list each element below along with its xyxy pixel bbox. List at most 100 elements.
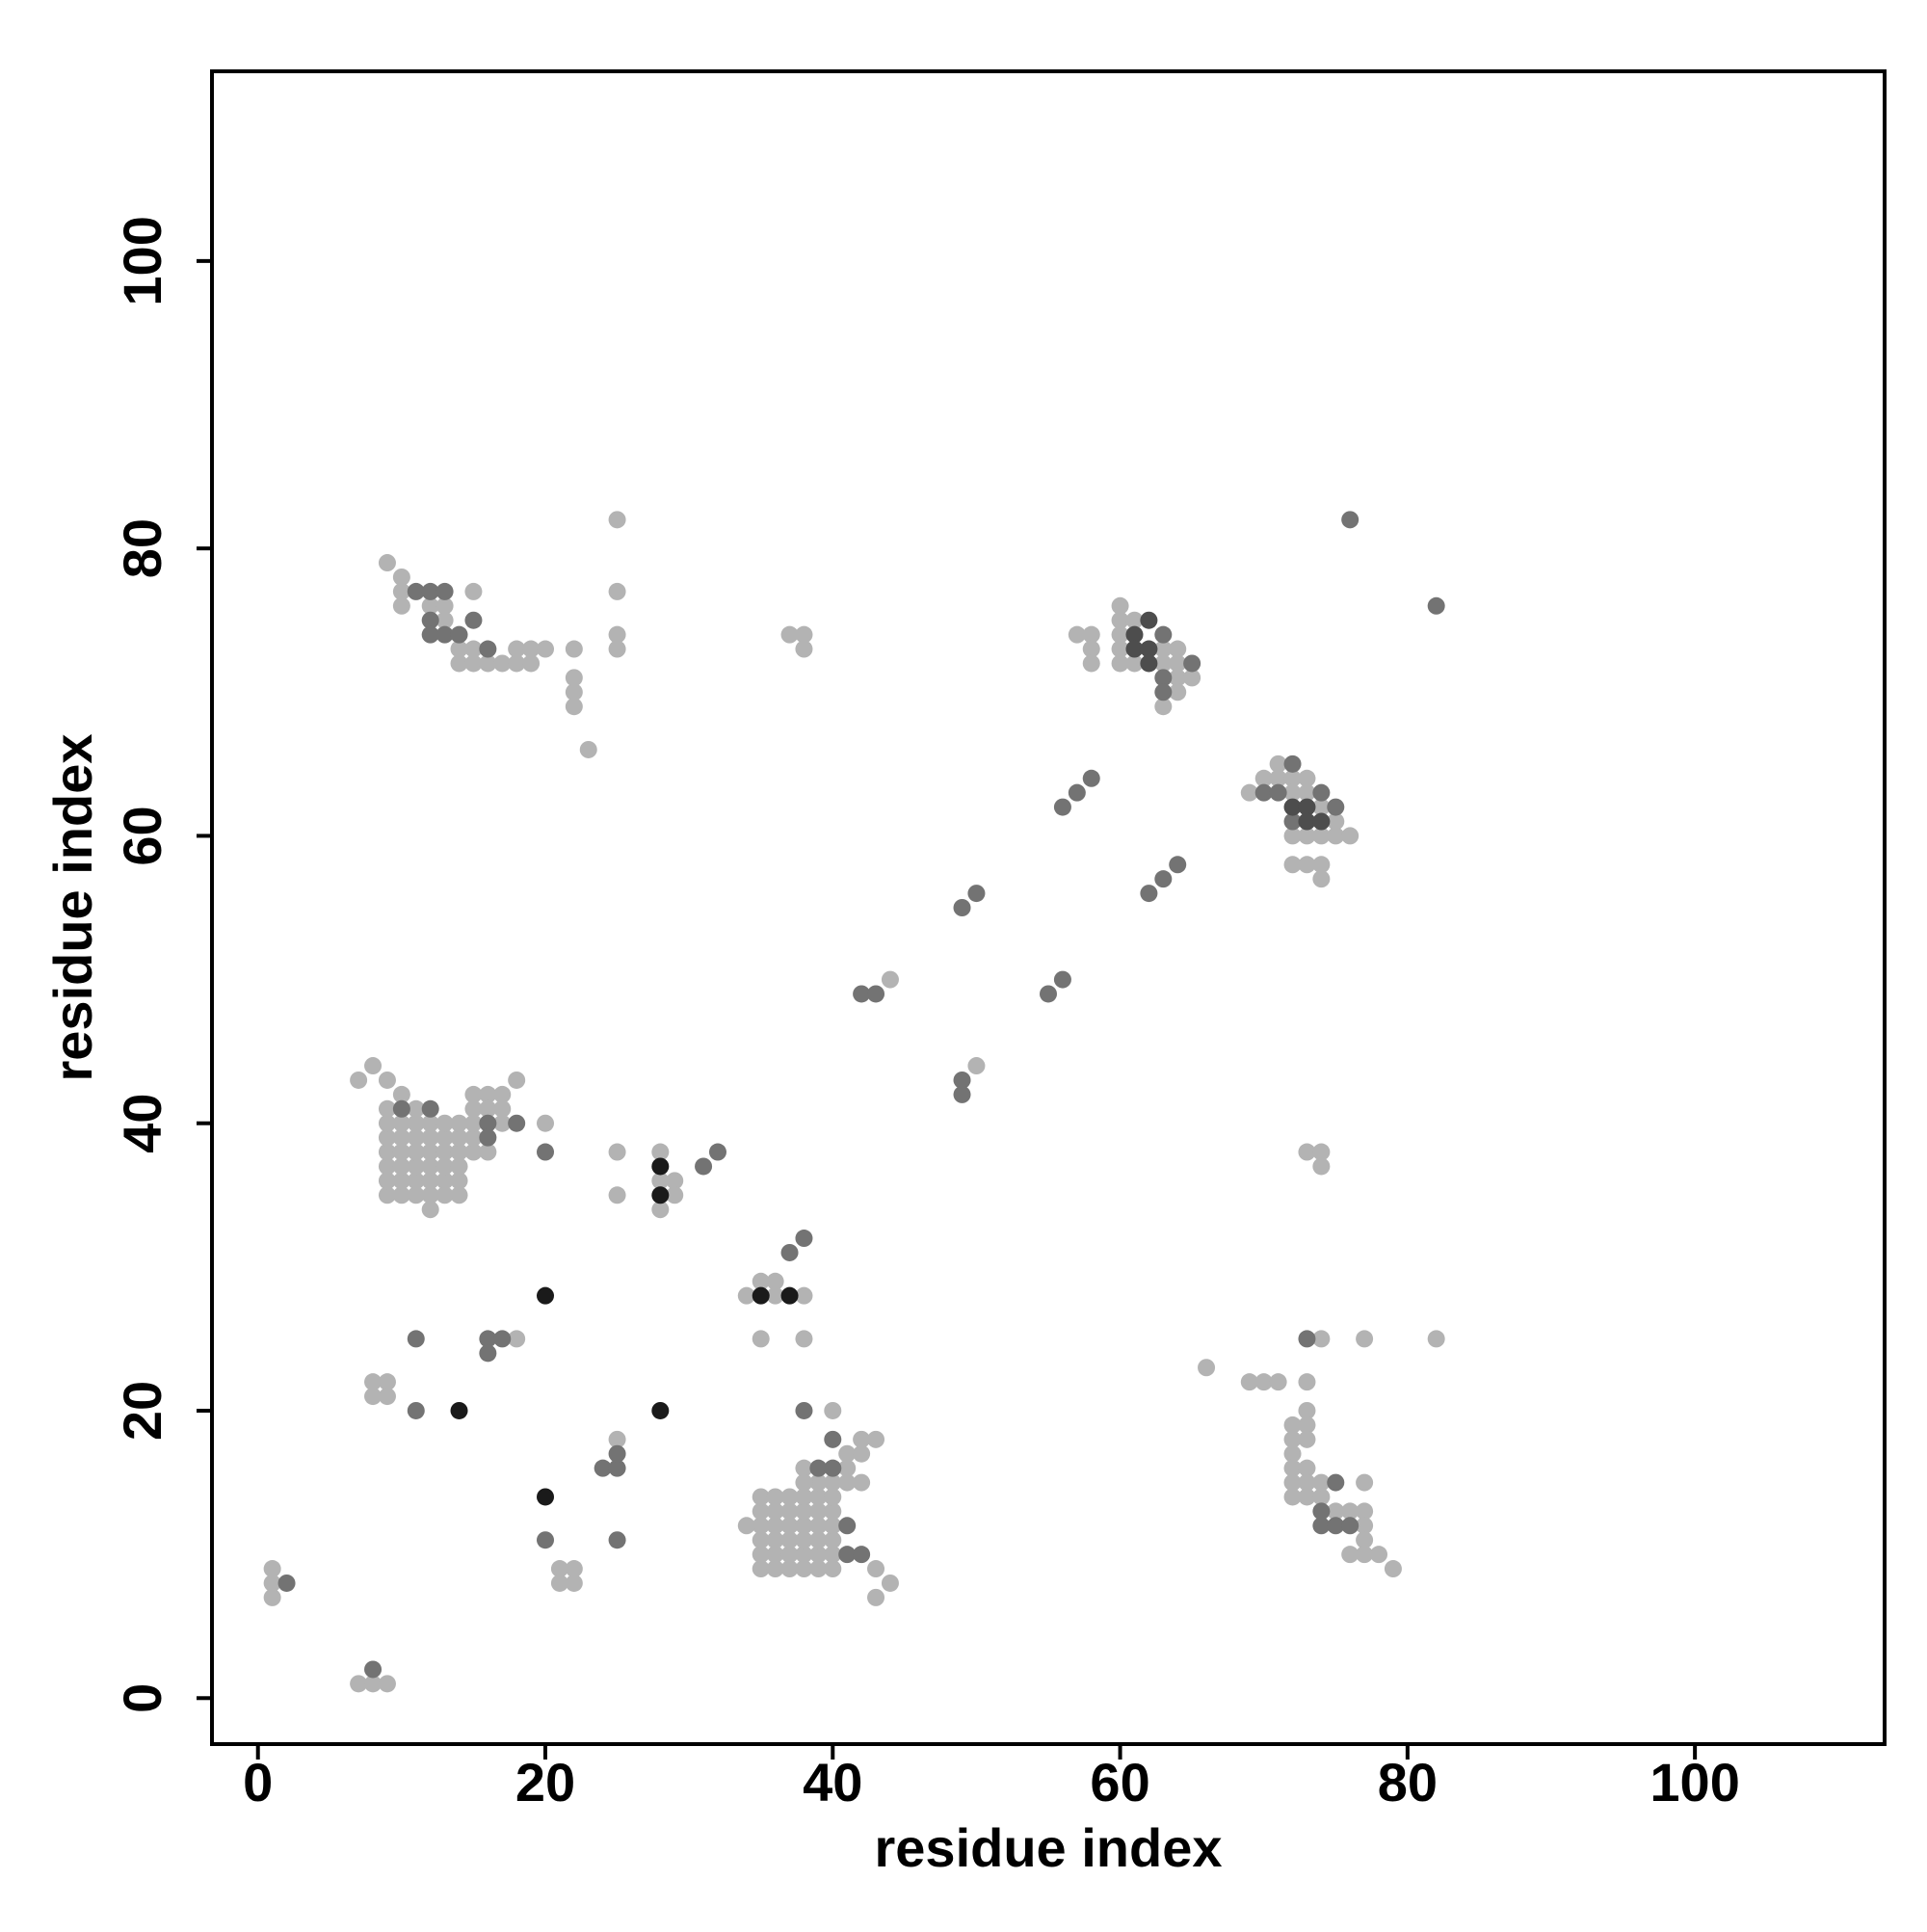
point: [464, 1114, 483, 1132]
point: [565, 1574, 583, 1592]
point: [1125, 611, 1144, 629]
point: [1327, 1473, 1345, 1492]
point: [1183, 654, 1201, 673]
point: [838, 1444, 857, 1463]
point: [953, 899, 971, 916]
point: [838, 1546, 857, 1564]
point: [479, 1085, 497, 1103]
point: [493, 654, 512, 673]
point: [522, 654, 541, 673]
point: [1298, 1143, 1316, 1161]
point: [464, 582, 483, 600]
point: [1356, 1502, 1374, 1521]
point: [479, 1114, 497, 1132]
point: [608, 1143, 626, 1161]
point: [1169, 683, 1187, 701]
point: [378, 1172, 396, 1190]
point: [378, 1186, 396, 1204]
point: [1298, 769, 1316, 787]
point: [651, 1172, 670, 1190]
point: [766, 1560, 784, 1578]
point: [1254, 769, 1273, 787]
point: [392, 1128, 410, 1147]
point: [436, 1128, 454, 1147]
point: [508, 1071, 526, 1089]
point: [421, 1143, 439, 1161]
point: [464, 1099, 483, 1118]
point: [378, 1157, 396, 1176]
point: [881, 1574, 899, 1592]
point: [378, 1675, 396, 1693]
point: [752, 1517, 770, 1535]
point: [378, 554, 396, 572]
point: [824, 1473, 842, 1492]
point: [479, 1330, 497, 1348]
point: [1327, 1502, 1345, 1521]
x-tick-label: 100: [1650, 1752, 1739, 1813]
point: [1154, 870, 1173, 888]
point: [392, 1186, 410, 1204]
point: [1283, 798, 1302, 816]
point: [867, 1560, 885, 1578]
point: [1312, 798, 1331, 816]
point: [1269, 1373, 1287, 1391]
point: [421, 1114, 439, 1132]
point: [436, 1172, 454, 1190]
point: [479, 654, 497, 673]
point: [522, 640, 541, 658]
point: [1341, 511, 1359, 529]
point: [824, 1502, 842, 1521]
point: [1341, 1546, 1359, 1564]
point: [1356, 1531, 1374, 1549]
point: [867, 1588, 885, 1606]
point: [1183, 669, 1201, 687]
point: [537, 1488, 555, 1506]
point: [795, 1560, 813, 1578]
point: [1298, 1401, 1316, 1419]
point: [565, 640, 583, 658]
point: [838, 1517, 857, 1535]
x-axis-title: residue index: [874, 1817, 1222, 1878]
point: [608, 1186, 626, 1204]
point: [537, 1531, 555, 1549]
point: [450, 654, 468, 673]
point: [277, 1574, 296, 1592]
point: [1283, 783, 1302, 802]
point: [752, 1488, 770, 1506]
point: [853, 1473, 871, 1492]
point: [1283, 1473, 1302, 1492]
point: [752, 1286, 770, 1305]
point: [1327, 1517, 1345, 1535]
point: [1298, 812, 1316, 831]
point: [565, 698, 583, 716]
point: [493, 1114, 512, 1132]
point: [766, 1517, 784, 1535]
point: [464, 1143, 483, 1161]
point: [752, 1546, 770, 1564]
point: [795, 625, 813, 644]
y-tick-label: 80: [112, 518, 172, 578]
point: [1082, 654, 1100, 673]
point: [809, 1473, 828, 1492]
point: [737, 1517, 755, 1535]
point: [809, 1488, 828, 1506]
point: [824, 1560, 842, 1578]
point: [795, 1546, 813, 1564]
point: [1327, 798, 1345, 816]
point: [967, 885, 986, 903]
point: [1154, 669, 1173, 687]
point: [666, 1186, 684, 1204]
point: [780, 1243, 799, 1261]
point: [364, 1675, 383, 1693]
point: [1240, 783, 1258, 802]
point: [1125, 640, 1144, 658]
point: [780, 625, 799, 644]
point: [780, 1517, 799, 1535]
y-tick-label: 40: [112, 1094, 172, 1153]
point: [421, 1128, 439, 1147]
point: [795, 640, 813, 658]
x-tick-label: 60: [1090, 1752, 1149, 1813]
point: [450, 1143, 468, 1161]
point: [436, 1186, 454, 1204]
